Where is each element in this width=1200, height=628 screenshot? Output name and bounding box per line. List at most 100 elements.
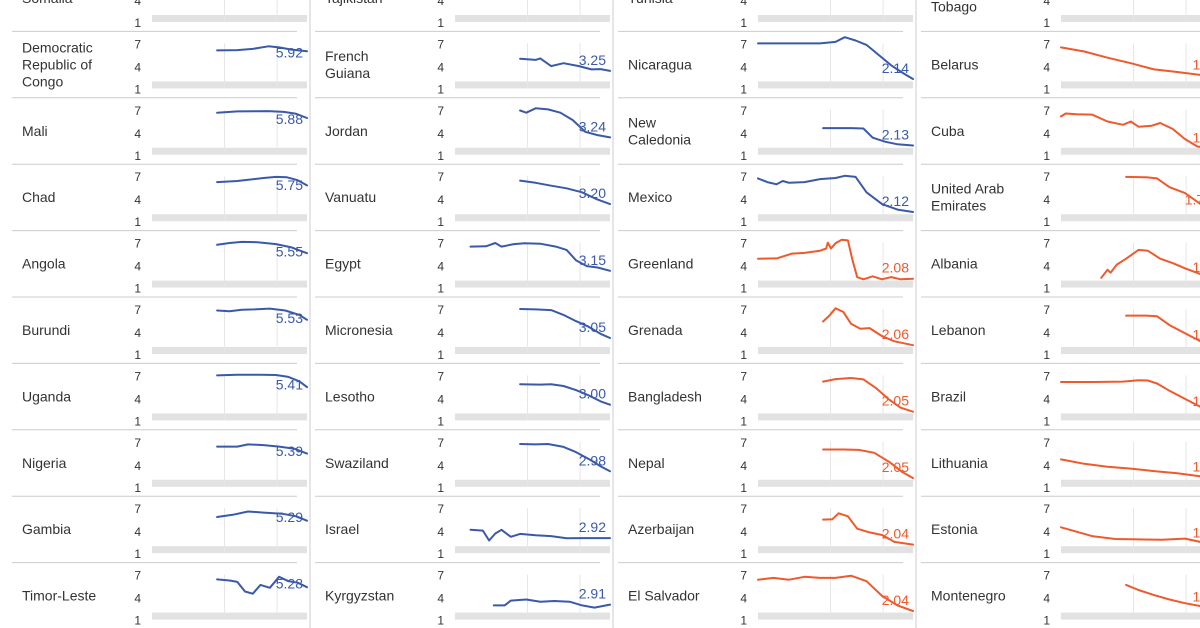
- y-tick-label: 7: [134, 436, 141, 450]
- series-line: [757, 574, 914, 612]
- y-tick-label: 4: [437, 260, 444, 274]
- value-label: 5.75: [276, 177, 303, 193]
- y-tick-label: 1: [740, 414, 747, 428]
- y-tick-label: 7: [740, 237, 747, 251]
- y-tick-label: 1: [740, 16, 747, 30]
- y-tick-label: 4: [134, 392, 141, 406]
- y-tick-label: 1: [1043, 149, 1050, 163]
- y-tick-label: 1: [134, 149, 141, 163]
- series-line: [822, 377, 914, 413]
- country-name: Tobago: [931, 0, 977, 15]
- baseline-band: [455, 147, 610, 155]
- cell-somalia: Somalia741: [12, 0, 307, 32]
- y-tick-label: 1: [437, 614, 444, 628]
- country-name: Burundi: [22, 322, 70, 338]
- value-label: 1.6: [1193, 524, 1200, 540]
- country-name: Mali: [22, 123, 48, 139]
- y-tick-label: 4: [1043, 326, 1050, 340]
- y-tick-label: 7: [437, 502, 444, 516]
- cell-albania: Albania 7 4 1 1.7: [921, 237, 1200, 298]
- cell-montenegro: Montenegro 7 4 1 1.6: [931, 569, 1200, 628]
- y-tick-label: 4: [1043, 193, 1050, 207]
- country-name: Mexico: [628, 189, 673, 205]
- baseline-band: [1061, 546, 1200, 554]
- y-tick-label: 1: [1043, 547, 1050, 561]
- cell-uganda: Uganda 7 4 1 5.41: [12, 369, 308, 431]
- country-name: Belarus: [931, 56, 978, 72]
- y-tick-label: 7: [134, 369, 141, 383]
- baseline-band: [1061, 15, 1200, 22]
- series-line: [216, 45, 308, 53]
- series-line: [822, 307, 914, 347]
- value-label: 3.24: [579, 118, 606, 134]
- baseline-band: [1061, 413, 1200, 421]
- baseline-band: [455, 81, 610, 89]
- baseline-band: [152, 347, 307, 354]
- column-2: Tajikistan7413.27FrenchGuiana7413.25Jord…: [309, 0, 611, 628]
- y-tick-label: 1: [437, 82, 444, 96]
- y-tick-label: 7: [437, 303, 444, 317]
- y-tick-label: 4: [740, 592, 747, 606]
- series-line: [216, 373, 308, 389]
- y-tick-label: 4: [437, 525, 444, 539]
- series-line: [519, 179, 611, 206]
- y-tick-label: 7: [134, 170, 141, 184]
- y-tick-label: 4: [1043, 60, 1050, 74]
- y-tick-label: 4: [134, 127, 141, 141]
- cell-israel: Israel 7 4 1 2.92: [315, 502, 611, 564]
- baseline-band: [455, 15, 610, 22]
- cell-mali: Mali 7 4 1 5.88: [12, 104, 308, 165]
- series-line: [1060, 112, 1200, 148]
- country-name: Vanuatu: [325, 189, 376, 205]
- y-tick-label: 4: [1043, 0, 1050, 8]
- value-label: 5.41: [276, 376, 303, 392]
- y-tick-label: 7: [134, 569, 141, 583]
- country-name: United Arab: [931, 181, 1004, 197]
- y-tick-label: 4: [740, 392, 747, 406]
- series-line: [519, 107, 611, 139]
- series-line: [216, 240, 308, 255]
- series-line: [1125, 175, 1200, 205]
- y-tick-label: 1: [1043, 414, 1050, 428]
- y-tick-label: 7: [1043, 369, 1050, 383]
- country-name: Timor-Leste: [22, 588, 96, 604]
- cell-vanuatu: Vanuatu 7 4 1 3.20: [315, 170, 611, 232]
- y-tick-label: 1: [134, 614, 141, 628]
- y-tick-label: 1: [740, 215, 747, 229]
- baseline-band: [758, 280, 913, 288]
- y-tick-label: 4: [437, 459, 444, 473]
- baseline-band: [455, 347, 610, 354]
- y-tick-label: 7: [740, 502, 747, 516]
- baseline-band: [1061, 479, 1200, 487]
- series-line: [1125, 583, 1200, 608]
- country-name: Kyrgyzstan: [325, 588, 394, 604]
- y-tick-label: 7: [437, 104, 444, 118]
- y-tick-label: 1: [740, 547, 747, 561]
- y-tick-label: 4: [1043, 525, 1050, 539]
- value-label: 1.6: [1193, 589, 1200, 605]
- series-line: [1060, 379, 1200, 408]
- baseline-band: [152, 413, 307, 421]
- y-tick-label: 7: [134, 37, 141, 51]
- baseline-band: [758, 347, 913, 354]
- series-line: [492, 598, 611, 609]
- series-line: [757, 36, 914, 80]
- country-name: Tajikistan: [325, 0, 383, 6]
- y-tick-label: 1: [1043, 481, 1050, 495]
- cell-lithuania: Lithuania 7 4 1 1.6: [921, 436, 1200, 497]
- cell-tunisia: Tunisia7412.15: [618, 0, 913, 32]
- y-tick-label: 1: [134, 414, 141, 428]
- y-tick-label: 1: [437, 547, 444, 561]
- y-tick-label: 7: [740, 303, 747, 317]
- column-3: Tunisia7412.15Nicaragua7412.14NewCaledon…: [612, 0, 914, 628]
- country-name: Lesotho: [325, 388, 375, 404]
- y-tick-label: 1: [437, 215, 444, 229]
- series-line: [822, 512, 914, 546]
- series-line: [1100, 248, 1200, 279]
- y-tick-label: 7: [437, 237, 444, 251]
- country-name: Emirates: [931, 198, 986, 214]
- y-tick-label: 7: [437, 436, 444, 450]
